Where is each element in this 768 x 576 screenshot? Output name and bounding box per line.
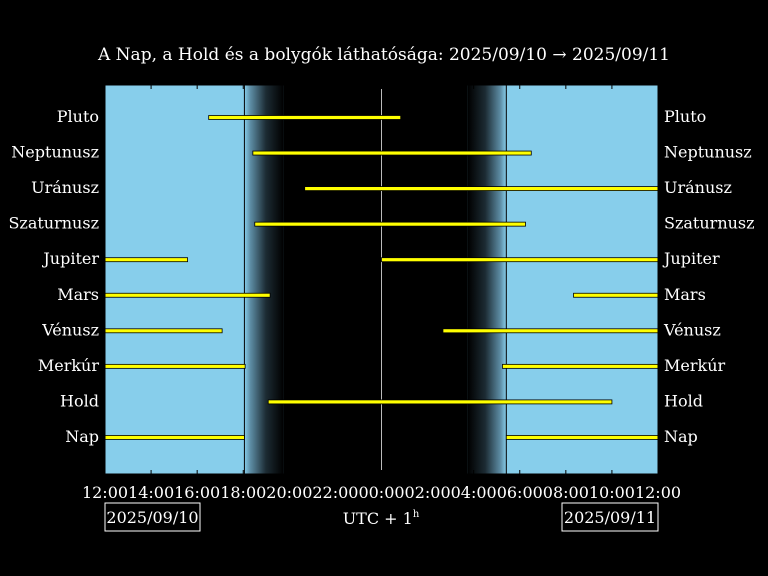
x-tick-label-6: 00:00 [358,483,404,502]
row-label-right-nap: Nap [664,427,698,446]
dusk-twilight [244,85,284,474]
timezone-text: UTC + 1 [343,509,413,528]
row-label-right-merkúr: Merkúr [664,356,726,375]
bar-uránusz-0 [304,186,659,192]
bar-pluto-0 [208,115,402,120]
row-label-left-uránusz: Uránusz [31,178,99,197]
bar-szaturnusz-0 [254,221,526,227]
x-tick-label-11: 10:00 [589,483,635,502]
start-date-label: 2025/09/10 [106,508,198,527]
night-region [283,85,468,474]
row-label-left-neptunusz: Neptunusz [11,143,99,162]
row-label-left-merkúr: Merkúr [38,356,100,375]
bar-jupiter-1 [381,257,659,263]
row-label-right-szaturnusz: Szaturnusz [664,214,755,233]
bar-mars-1 [573,292,659,298]
row-label-left-jupiter: Jupiter [41,249,99,268]
bar-nap-0 [104,435,245,440]
row-label-right-jupiter: Jupiter [662,249,720,268]
x-tick-label-0: 12:00 [82,483,128,502]
bar-neptunusz-0 [252,150,532,156]
x-axis-ticks: 12:00 14:00 16:00 18:00 20:00 22:00 00:00 02:00… [82,85,681,502]
row-label-left-vénusz: Vénusz [41,320,99,339]
bar-merkúr-0 [104,363,246,369]
row-label-left-pluto: Pluto [57,107,99,126]
row-label-right-hold: Hold [664,391,703,410]
row-label-left-nap: Nap [65,427,99,446]
x-tick-label-5: 22:00 [312,483,358,502]
end-date-box: 2025/09/11 [561,502,659,532]
x-tick-label-8: 04:00 [451,483,497,502]
chart-title: A Nap, a Hold és a bolygók láthatósága: … [97,45,670,65]
bar-nap-1 [505,435,659,440]
x-tick-label-7: 02:00 [405,483,451,502]
row-label-right-uránusz: Uránusz [664,178,732,197]
x-tick-label-4: 20:00 [266,483,312,502]
x-tick-label-1: 14:00 [128,483,174,502]
bar-mars-0 [104,292,271,298]
bar-jupiter-0 [104,257,188,263]
x-tick-label-2: 16:00 [174,483,220,502]
y-axis-labels: Pluto Pluto Neptunusz Neptunusz Uránusz Uránu… [8,107,754,446]
row-label-right-mars: Mars [664,285,706,304]
plot-background [105,85,658,474]
row-label-right-neptunusz: Neptunusz [664,143,752,162]
bar-vénusz-0 [104,328,223,334]
start-date-box: 2025/09/10 [104,502,201,532]
x-tick-label-10: 08:00 [543,483,589,502]
row-label-right-pluto: Pluto [664,107,706,126]
bar-vénusz-1 [442,328,659,334]
row-label-left-hold: Hold [60,391,99,410]
dawn-twilight [467,85,507,474]
x-tick-label-12: 12:00 [635,483,681,502]
row-label-left-szaturnusz: Szaturnusz [8,214,99,233]
row-label-right-vénusz: Vénusz [663,320,721,339]
x-tick-label-9: 06:00 [497,483,543,502]
row-label-left-mars: Mars [57,285,99,304]
bar-hold-0 [267,399,613,405]
timezone-label: UTC + 1h [343,509,420,528]
end-date-label: 2025/09/11 [564,508,656,527]
timezone-sup: h [413,509,420,520]
visibility-bars [104,115,659,440]
x-tick-label-3: 18:00 [220,483,266,502]
bar-merkúr-1 [502,363,659,369]
